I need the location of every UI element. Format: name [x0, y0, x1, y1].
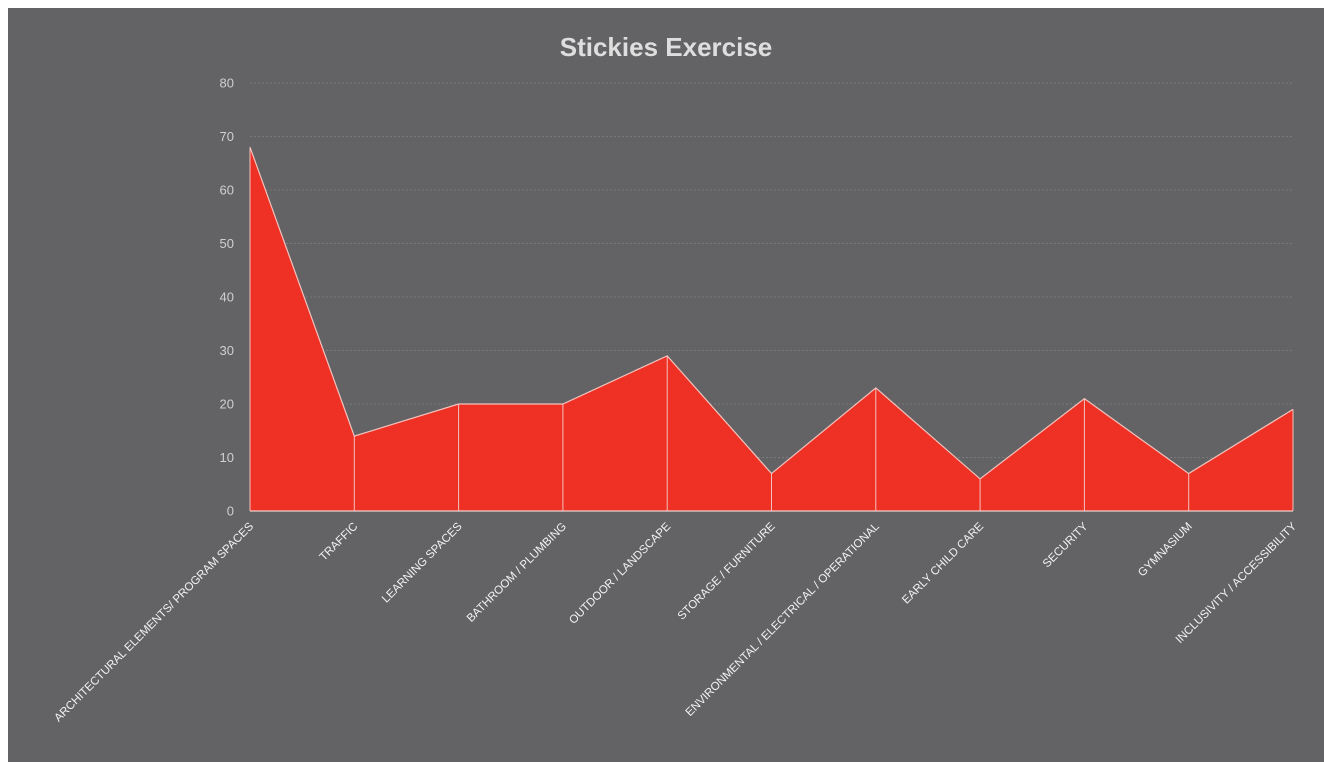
- area-series: [250, 147, 1293, 511]
- x-category-label: LEARNING SPACES: [380, 520, 465, 605]
- y-tick-label: 30: [220, 343, 234, 358]
- y-tick-label: 50: [220, 236, 234, 251]
- x-category-label: STORAGE / FURNITURE: [676, 520, 778, 622]
- y-tick-label: 70: [220, 129, 234, 144]
- chart-frame: Stickies Exercise 0 10 20 30 40 50 60 70 80 ARCHI…: [8, 8, 1324, 762]
- y-tick-label: 10: [220, 450, 234, 465]
- y-tick-label: 60: [220, 183, 234, 198]
- x-category-label: ENVIRONMENTAL / ELECTRICAL / OPERATIONAL: [684, 520, 883, 719]
- x-category-label: GYMNASIUM: [1136, 521, 1195, 580]
- x-category-label: OUTDOOR / LANDSCAPE: [567, 520, 673, 626]
- area-chart: 0 10 20 30 40 50 60 70 80 ARCHITECTURAL ELEMENTS/…: [52, 76, 1300, 725]
- x-category-label: INCLUSIVITY / ACCESSIBILITY: [1174, 520, 1300, 646]
- y-tick-label: 40: [220, 290, 234, 305]
- x-category-label: SECURITY: [1041, 520, 1091, 570]
- y-tick-label: 80: [220, 76, 234, 91]
- chart-title: Stickies Exercise: [559, 32, 773, 62]
- y-tick-label: 20: [220, 397, 234, 412]
- x-category-label: EARLY CHILD CARE: [900, 520, 986, 606]
- x-category-label: TRAFFIC: [318, 521, 361, 564]
- x-category-label: BATHROOM / PLUMBING: [465, 521, 569, 625]
- x-category-label: ARCHITECTURAL ELEMENTS/ PROGRAM SPACES: [52, 520, 256, 724]
- y-tick-label: 0: [227, 504, 234, 519]
